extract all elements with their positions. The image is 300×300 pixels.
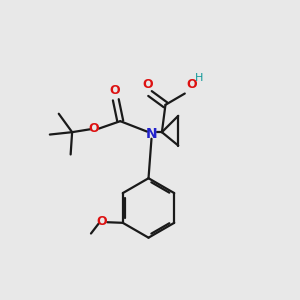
Text: O: O (142, 78, 153, 91)
Text: N: N (146, 127, 157, 141)
Text: H: H (195, 73, 204, 83)
Text: O: O (97, 215, 107, 228)
Text: O: O (186, 78, 197, 91)
Text: O: O (88, 122, 99, 134)
Text: O: O (109, 84, 120, 98)
